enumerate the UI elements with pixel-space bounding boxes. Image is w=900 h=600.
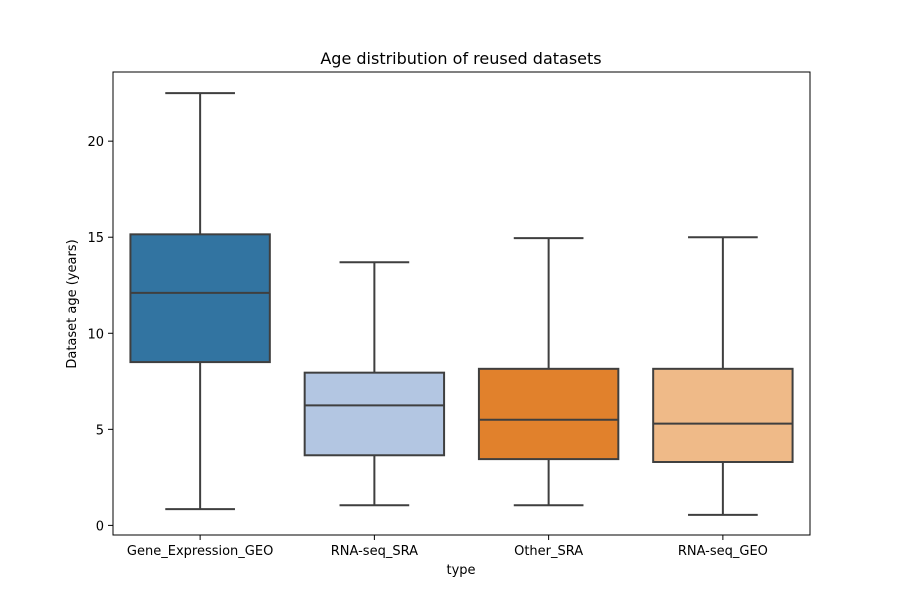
x-axis: Gene_Expression_GEO RNA-seq_SRA Other_SRA R…	[127, 535, 768, 559]
iqr-box	[477, 367, 620, 461]
box-4	[652, 236, 794, 516]
y-axis: 0 5 10 15 20	[87, 135, 113, 534]
y-tick-label: 10	[87, 327, 104, 342]
x-axis-label: type	[446, 563, 475, 578]
x-tick-label: Gene_Expression_GEO	[127, 544, 273, 559]
y-tick-label: 0	[96, 519, 104, 534]
boxes-layer	[129, 92, 794, 516]
y-tick-label: 15	[87, 231, 104, 246]
box-2	[303, 261, 446, 507]
iqr-box	[129, 233, 271, 364]
chart-title: Age distribution of reused datasets	[320, 49, 601, 68]
y-tick-label: 5	[96, 423, 104, 438]
iqr-box	[652, 367, 794, 463]
box-3	[477, 237, 620, 507]
x-tick-label: Other_SRA	[514, 544, 583, 559]
x-tick-label: RNA-seq_GEO	[678, 544, 768, 559]
y-axis-label: Dataset age (years)	[65, 239, 80, 368]
iqr-box	[303, 371, 446, 457]
x-tick-label: RNA-seq_SRA	[331, 544, 418, 559]
plot-area-frame	[112, 71, 811, 536]
box-1	[129, 92, 271, 511]
y-tick-label: 20	[87, 135, 104, 150]
